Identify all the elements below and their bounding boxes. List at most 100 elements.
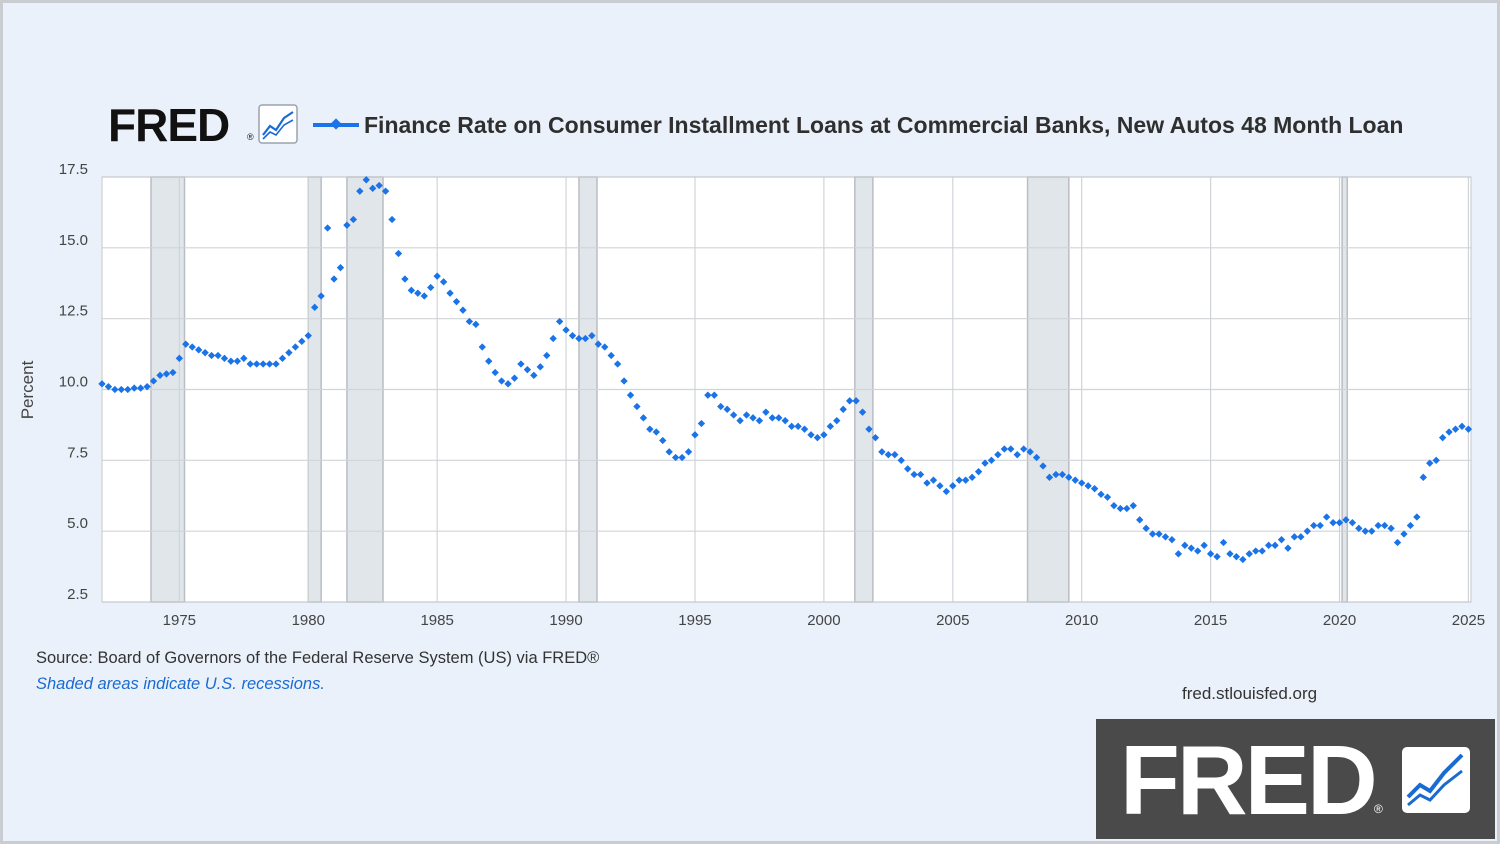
data-point <box>407 286 416 295</box>
data-point <box>491 368 499 377</box>
data-point <box>311 303 319 312</box>
data-point <box>111 385 119 394</box>
data-point <box>671 453 680 462</box>
data-point <box>1426 459 1434 467</box>
data-point <box>298 337 306 346</box>
data-point <box>1090 484 1099 493</box>
fred-registered-mark: ® <box>247 132 254 142</box>
data-point <box>530 371 538 380</box>
data-point <box>633 402 641 411</box>
data-point <box>929 476 938 484</box>
source-note: Source: Board of Governors of the Federa… <box>36 649 600 667</box>
data-point <box>787 422 796 431</box>
x-tick-label: 2025 <box>1452 612 1485 629</box>
data-point <box>1277 535 1286 544</box>
data-point <box>1136 516 1144 524</box>
data-point <box>639 414 648 422</box>
data-point <box>504 380 512 388</box>
chart-header: FRED ® Finance Rate on Consumer Installm… <box>108 99 1448 151</box>
data-point <box>775 414 783 422</box>
data-point <box>285 348 293 357</box>
data-point <box>517 360 525 368</box>
data-point <box>903 465 912 473</box>
x-tick-label: 1975 <box>163 612 196 629</box>
y-tick-label: 17.5 <box>59 161 88 178</box>
data-point <box>446 289 454 297</box>
data-point <box>736 416 744 425</box>
data-point <box>652 428 660 436</box>
data-point <box>665 448 673 456</box>
data-point <box>974 467 983 476</box>
data-point <box>149 377 158 385</box>
data-point <box>1045 473 1054 482</box>
x-tick-label: 1995 <box>678 612 711 629</box>
data-point <box>833 416 841 425</box>
data-point <box>1406 521 1415 530</box>
data-point <box>1252 547 1260 555</box>
data-point <box>452 297 461 306</box>
data-point <box>987 456 996 465</box>
data-point <box>349 215 358 224</box>
data-point <box>375 181 383 190</box>
data-point <box>304 331 312 340</box>
data-point <box>1181 541 1189 550</box>
data-point <box>691 431 699 439</box>
data-point <box>594 340 602 348</box>
data-point <box>207 351 216 360</box>
data-point <box>710 391 718 399</box>
data-points <box>98 176 1473 564</box>
data-point <box>1374 521 1382 530</box>
data-point <box>865 425 873 433</box>
data-point <box>1232 552 1241 561</box>
data-point <box>401 275 409 283</box>
data-point <box>259 360 267 368</box>
data-point <box>1290 533 1299 541</box>
data-point <box>813 433 822 442</box>
data-point <box>749 414 757 422</box>
data-point <box>1148 530 1157 538</box>
data-point <box>1258 547 1266 555</box>
data-point <box>1413 513 1421 521</box>
data-point <box>130 384 138 392</box>
data-point <box>433 272 441 280</box>
data-point <box>523 365 532 374</box>
data-point <box>897 456 905 465</box>
x-tick-label: 1985 <box>420 612 453 629</box>
data-point <box>1329 518 1337 527</box>
data-point <box>1438 433 1447 442</box>
data-point <box>742 411 751 419</box>
line-chart-icon <box>1402 747 1470 813</box>
data-point <box>839 405 847 414</box>
data-point <box>562 326 570 334</box>
data-point <box>1219 538 1228 547</box>
data-point <box>684 448 693 456</box>
recession-note: Shaded areas indicate U.S. recessions. <box>36 675 325 693</box>
data-point <box>497 377 506 385</box>
data-point <box>659 436 667 445</box>
data-point <box>588 331 596 340</box>
axis-ticks: 2.5 5.0 7.5 10.0 12.5 15.0 17.5 1975 1980 1985 199… <box>59 161 1485 629</box>
data-point <box>195 346 203 354</box>
data-point <box>1342 516 1350 524</box>
x-tick-label: 2020 <box>1323 612 1356 629</box>
data-point <box>246 360 254 368</box>
data-point <box>762 408 770 416</box>
data-point <box>278 354 287 363</box>
data-point <box>575 334 583 343</box>
y-axis-label: Percent <box>18 360 37 419</box>
data-point <box>555 317 564 326</box>
data-point <box>1310 521 1318 530</box>
data-point <box>465 317 474 326</box>
data-point <box>845 397 854 405</box>
data-point <box>543 351 551 360</box>
data-point <box>265 360 274 368</box>
y-tick-label: 5.0 <box>67 515 88 532</box>
data-point <box>420 292 428 300</box>
data-point <box>601 343 609 351</box>
data-point <box>923 479 931 487</box>
data-point <box>98 380 106 388</box>
data-point <box>717 402 725 411</box>
x-tick-label: 2000 <box>807 612 840 629</box>
data-point <box>568 331 577 340</box>
